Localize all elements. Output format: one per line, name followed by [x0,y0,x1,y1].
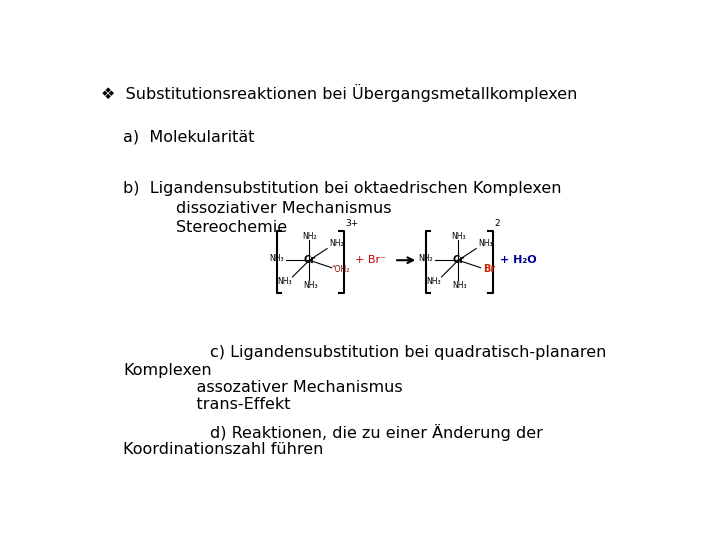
Text: NH₃: NH₃ [304,281,318,289]
Text: c) Ligandensubstitution bei quadratisch-planaren: c) Ligandensubstitution bei quadratisch-… [210,346,606,361]
Text: NH₃: NH₃ [277,276,292,286]
Text: b)  Ligandensubstitution bei oktaedrischen Komplexen: b) Ligandensubstitution bei oktaedrische… [124,181,562,196]
Text: Koordinationszahl führen: Koordinationszahl führen [124,442,324,456]
Text: NH₃: NH₃ [453,281,467,289]
Text: trans-Effekt: trans-Effekt [176,397,291,413]
Text: a)  Molekularität: a) Molekularität [124,129,255,144]
Text: Stereochemie: Stereochemie [176,220,287,235]
Text: Cr: Cr [452,255,464,265]
Text: assozativer Mechanismus: assozativer Mechanismus [176,380,403,395]
Text: Br: Br [483,265,495,274]
Text: NH₂: NH₂ [302,232,318,241]
Text: “OH₂: “OH₂ [331,265,350,274]
Text: NH₂: NH₂ [418,254,433,264]
Text: d) Reaktionen, die zu einer Änderung der: d) Reaktionen, die zu einer Änderung der [210,424,543,442]
Text: dissoziativer Mechanismus: dissoziativer Mechanismus [176,201,392,216]
Text: + H₂O: + H₂O [500,255,536,265]
Text: ❖  Substitutionsreaktionen bei Übergangsmetallkomplexen: ❖ Substitutionsreaktionen bei Übergangsm… [101,84,577,102]
Text: NH₂: NH₂ [329,239,343,248]
Text: NH₃: NH₃ [269,254,284,264]
Text: NH₃: NH₃ [478,239,492,248]
Text: Cr: Cr [303,255,315,265]
Text: 2: 2 [495,219,500,228]
Text: 3+: 3+ [346,219,359,228]
Text: + Br⁻: + Br⁻ [355,255,386,265]
Text: NH₃: NH₃ [426,276,441,286]
Text: Komplexen: Komplexen [124,362,212,377]
Text: NH₃: NH₃ [451,232,466,241]
